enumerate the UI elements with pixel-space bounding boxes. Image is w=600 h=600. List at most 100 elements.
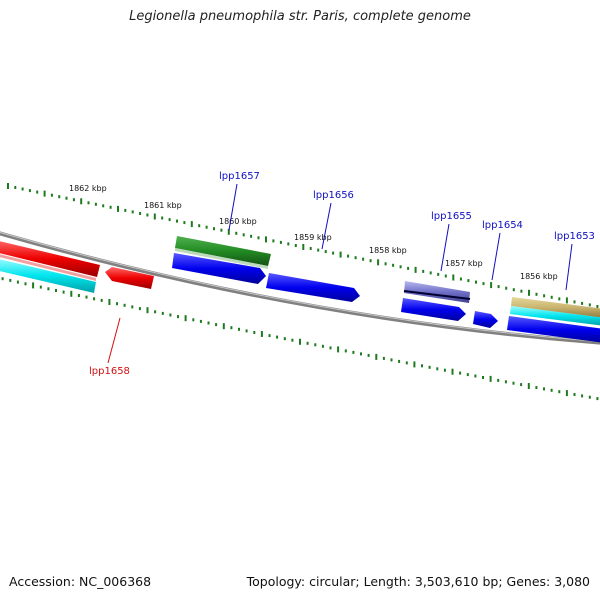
scale-tick — [421, 364, 423, 368]
scale-tick — [272, 239, 275, 243]
gene-label-lpp1657[interactable]: lpp1657 — [219, 171, 260, 182]
scale-tick — [588, 303, 591, 307]
scale-tick — [117, 205, 119, 212]
gene-lpp1656-arrow[interactable] — [266, 273, 360, 302]
red-feature-bar[interactable] — [0, 240, 100, 277]
scale-tick — [62, 290, 65, 294]
gene-label-lpp1658[interactable]: lpp1658 — [89, 366, 130, 377]
scale-tick — [276, 335, 279, 339]
scale-tick — [306, 341, 309, 345]
scale-tick — [283, 337, 286, 341]
scale-tick — [535, 386, 538, 389]
scale-tick — [332, 251, 335, 255]
scale-tick — [369, 259, 372, 263]
scale-tick — [444, 274, 447, 278]
cyan-feature-bar[interactable] — [0, 258, 96, 293]
scale-tick — [87, 201, 90, 205]
scale-tick — [116, 302, 118, 306]
scale-tick — [146, 307, 149, 314]
scale-tick — [39, 285, 42, 289]
gene-label-lpp1656[interactable]: lpp1656 — [313, 190, 354, 201]
scale-tick — [543, 387, 545, 391]
scale-tick — [543, 294, 546, 298]
scale-tick — [294, 244, 297, 247]
scale-tick — [215, 323, 218, 327]
scale-tick — [100, 298, 103, 302]
gene-lpp1653-arrow[interactable] — [507, 316, 600, 343]
scale-tick — [550, 295, 553, 299]
scale-tick — [65, 196, 68, 200]
scale-tick — [183, 221, 186, 225]
rna-feature[interactable] — [175, 236, 271, 266]
scale-tick — [77, 294, 80, 297]
gene-lpp1654-arrow[interactable] — [473, 311, 498, 328]
scale-tick — [337, 346, 340, 353]
scale-tick — [36, 190, 39, 194]
scale-tick — [436, 367, 439, 371]
scale-tick — [512, 381, 515, 385]
scale-tick — [528, 289, 530, 296]
scale-tick — [475, 280, 477, 284]
scale-tick — [9, 278, 12, 282]
gene-label-lpp1653[interactable]: lpp1653 — [554, 231, 595, 242]
lpp1655-leader — [440, 223, 450, 272]
accession-text: Accession: NC_006368 — [9, 574, 152, 589]
scale-tick — [245, 329, 248, 333]
scale-tick — [437, 272, 440, 276]
scale-tick — [287, 242, 290, 246]
scale-tick — [375, 353, 378, 360]
upper-scale-ticks — [7, 183, 599, 308]
scale-tick — [260, 331, 263, 337]
scale-label: 1858 kbp — [369, 246, 407, 255]
scale-tick — [58, 195, 61, 199]
gene-lpp1657-arrow[interactable] — [172, 253, 266, 284]
scale-tick — [177, 315, 179, 319]
scale-tick — [108, 299, 111, 305]
scale-tick — [452, 274, 455, 281]
gene-label-lpp1654[interactable]: lpp1654 — [482, 220, 523, 231]
gene-lpp1658-arrow[interactable] — [105, 267, 154, 289]
gene-lpp1655-strand-line — [403, 290, 471, 300]
gene-lpp1653-tan-feature[interactable] — [511, 297, 600, 318]
gene-label-lpp1655[interactable]: lpp1655 — [431, 211, 472, 222]
scale-tick — [451, 368, 454, 375]
scale-tick — [414, 266, 417, 273]
scale-tick — [459, 371, 462, 375]
scale-label: 1861 kbp — [144, 201, 182, 210]
scale-tick — [192, 318, 195, 322]
scale-tick — [131, 210, 134, 214]
scale-label: 1860 kbp — [219, 217, 257, 226]
lpp1656-leader — [321, 202, 332, 250]
scale-tick — [43, 190, 46, 197]
scale-tick — [161, 216, 164, 220]
scale-tick — [302, 244, 305, 250]
scale-tick — [184, 315, 187, 322]
scale-tick — [169, 313, 172, 317]
scale-tick — [131, 305, 134, 309]
scale-tick — [413, 361, 416, 368]
scale-tick — [153, 213, 156, 220]
scale-tick — [227, 228, 230, 235]
rna-feature-shadow — [175, 248, 268, 269]
scale-tick — [242, 233, 245, 237]
scale-tick — [123, 303, 126, 307]
scale-tick — [377, 259, 380, 266]
scale-tick — [339, 251, 342, 258]
scale-tick — [161, 311, 164, 315]
scale-tick — [565, 297, 568, 304]
scale-tick — [299, 338, 301, 345]
gene-lpp1653-cyan-feature[interactable] — [510, 306, 600, 326]
scale-tick — [7, 183, 9, 189]
map-title: Legionella pneumophila str. Paris, compl… — [129, 9, 471, 24]
scale-tick — [257, 236, 260, 240]
scale-tick — [482, 376, 484, 379]
scale-tick — [405, 361, 408, 365]
gene-lpp1655-arrow[interactable] — [401, 298, 466, 321]
scale-tick — [32, 282, 35, 289]
scale-tick — [354, 256, 357, 260]
scale-tick — [390, 358, 393, 362]
scale-tick — [265, 236, 267, 243]
scale-tick — [24, 282, 27, 286]
